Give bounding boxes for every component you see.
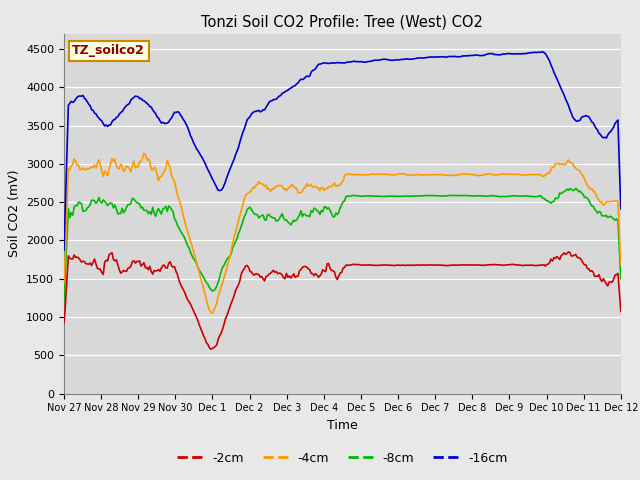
Text: TZ_soilco2: TZ_soilco2 — [72, 44, 145, 58]
X-axis label: Time: Time — [327, 419, 358, 432]
Y-axis label: Soil CO2 (mV): Soil CO2 (mV) — [8, 170, 20, 257]
Title: Tonzi Soil CO2 Profile: Tree (West) CO2: Tonzi Soil CO2 Profile: Tree (West) CO2 — [202, 15, 483, 30]
Legend: -2cm, -4cm, -8cm, -16cm: -2cm, -4cm, -8cm, -16cm — [172, 447, 513, 469]
